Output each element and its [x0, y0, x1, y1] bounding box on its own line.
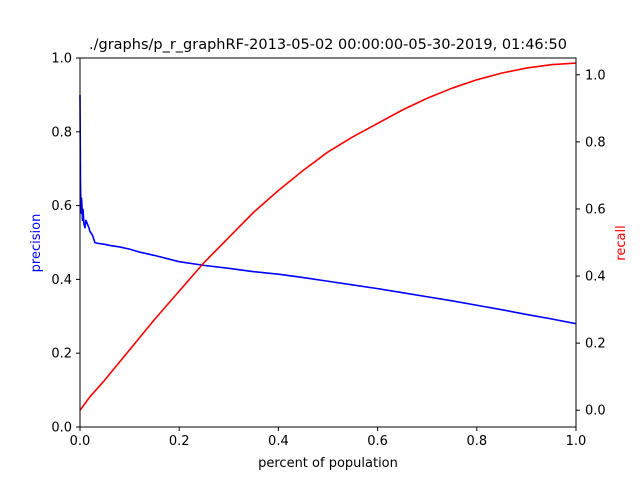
recall-series-line: [79, 62, 577, 411]
y-tick-label-right: 0.6: [585, 202, 606, 217]
x-tick-label: 0.2: [169, 434, 190, 449]
axes-layer: 0.0 0.2 0.4 0.6 0.8 1.0 0.0 0.2 0.4 0.6 0.8 1.0 0.0 0…: [51, 52, 605, 450]
y-axis-label-right: recall: [614, 225, 629, 260]
x-axis-label: percent of population: [258, 456, 398, 471]
x-tick-label: 0.4: [268, 434, 289, 449]
y-tick-label-right: 0.4: [585, 270, 606, 285]
y-tick-label-left: 0.6: [51, 199, 72, 214]
x-tick-label: 1.0: [566, 434, 587, 449]
y-tick-label-left: 0.4: [51, 273, 72, 288]
y-tick-label-right: 0.2: [585, 337, 606, 352]
x-tick-label: 0.0: [70, 434, 91, 449]
y-tick-label-right: 0.8: [585, 135, 606, 150]
y-tick-label-left: 1.0: [51, 52, 72, 67]
chart-title: ./graphs/p_r_graphRF-2013-05-02 00:00:00…: [89, 37, 567, 53]
y-tick-label-left: 0.8: [51, 125, 72, 140]
x-tick-label: 0.8: [466, 434, 487, 449]
x-tick-label: 0.6: [367, 434, 388, 449]
plot-frame: [79, 57, 577, 428]
y-tick-label-left: 0.2: [51, 347, 72, 362]
y-tick-label-right: 0.0: [585, 404, 606, 419]
series-layer: [79, 62, 577, 411]
precision-series-line: [79, 94, 577, 325]
y-tick-label-right: 1.0: [585, 68, 606, 83]
y-axis-label-left: precision: [29, 214, 44, 273]
y-tick-label-left: 0.0: [51, 421, 72, 436]
